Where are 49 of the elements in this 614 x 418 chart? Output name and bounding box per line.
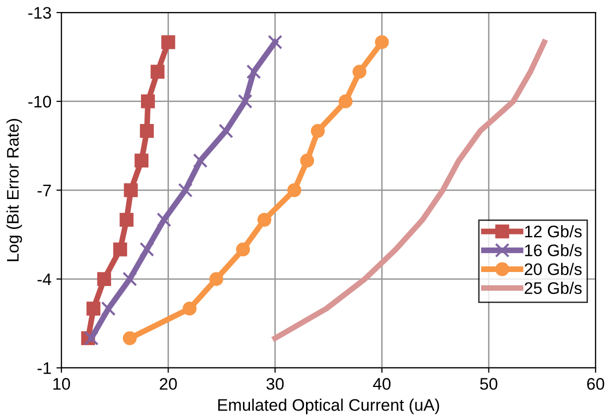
- point: [150, 64, 164, 79]
- point: [238, 94, 252, 109]
- point: [86, 302, 100, 316]
- legend-label: 16 Gb/s: [525, 244, 582, 256]
- point: [310, 124, 325, 138]
- legend-label: 25 Gb/s: [524, 282, 582, 294]
- point: [97, 272, 112, 286]
- point: [300, 154, 314, 168]
- legend-label: 12 Gb/s: [525, 225, 582, 238]
- point: [246, 64, 261, 80]
- point: [134, 154, 148, 168]
- x-tick-label: 60: [587, 378, 604, 390]
- point: [122, 272, 138, 286]
- y-tick-label: -7: [38, 184, 51, 196]
- point: [120, 212, 134, 227]
- x-tick-label: 40: [373, 378, 391, 390]
- point: [140, 94, 155, 108]
- y-tick-label: -13: [28, 6, 51, 19]
- point: [374, 35, 389, 50]
- point: [122, 331, 137, 346]
- point: [84, 330, 99, 346]
- y-tick-label: -10: [28, 96, 52, 108]
- point: [161, 35, 176, 50]
- x-tick-label: 20: [160, 378, 177, 390]
- point: [352, 64, 366, 79]
- point: [101, 301, 116, 316]
- point: [192, 153, 208, 168]
- point: [178, 182, 193, 198]
- point: [287, 183, 302, 198]
- x-tick-label: 30: [266, 378, 284, 390]
- point: [268, 34, 282, 50]
- point: [182, 302, 197, 316]
- point: [140, 242, 154, 257]
- y-tick-label: -4: [38, 274, 52, 286]
- point: [257, 212, 272, 227]
- point: [156, 212, 172, 228]
- x-tick-label: 50: [480, 378, 498, 390]
- point: [338, 94, 353, 108]
- point: [113, 242, 128, 256]
- x-axis-title: Emulated Optical Current (uA): [218, 398, 440, 414]
- legend-label: 20 Gb/s: [524, 262, 582, 276]
- y-tick-label: -1: [38, 362, 51, 374]
- point: [218, 124, 234, 138]
- point: [236, 242, 250, 256]
- point: [140, 124, 154, 138]
- point: [124, 183, 138, 198]
- y-axis-title: Log (Bit Error Rate): [6, 118, 22, 262]
- x-tick-label: 10: [53, 378, 70, 390]
- point: [209, 272, 224, 286]
